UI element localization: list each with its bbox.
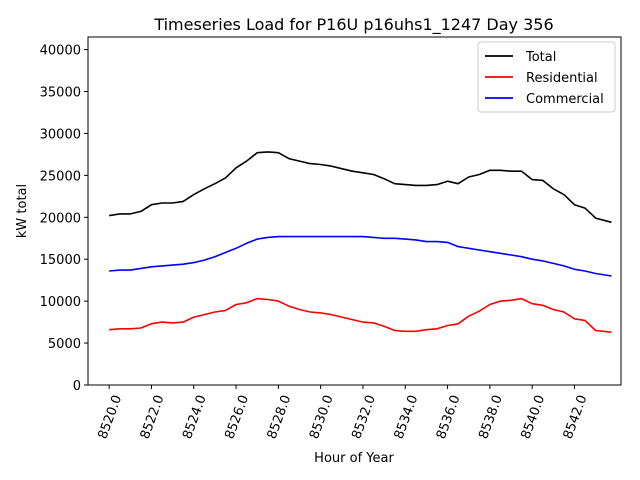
x-tick-label: 8534.0 bbox=[392, 393, 422, 441]
x-tick-label: 8528.0 bbox=[265, 393, 295, 441]
legend-label-commercial: Commercial bbox=[526, 92, 604, 107]
x-axis-ticks: 8520.0 8522.0 8524.0 8526.0 8528.0 8530.0 8532… bbox=[96, 385, 591, 441]
y-tick-label: 35000 bbox=[40, 86, 81, 101]
series-layer bbox=[109, 151, 612, 333]
x-tick-label: 8542.0 bbox=[561, 393, 591, 441]
y-axis-ticks: 0 5000 10000 15000 20000 25000 30000 35000 40000 bbox=[40, 44, 88, 394]
x-tick-label: 8524.0 bbox=[180, 393, 210, 441]
y-tick-label: 10000 bbox=[40, 295, 81, 310]
x-tick-label: 8522.0 bbox=[138, 393, 168, 441]
legend: Total Residential Commercial bbox=[477, 41, 616, 113]
series-line-residential bbox=[109, 297, 612, 333]
x-tick-label: 8538.0 bbox=[476, 393, 506, 441]
series-line-total bbox=[109, 151, 612, 224]
y-tick-label: 15000 bbox=[40, 253, 81, 268]
y-tick-label: 5000 bbox=[48, 337, 81, 352]
x-tick-label: 8530.0 bbox=[307, 393, 337, 441]
plot-frame bbox=[87, 36, 622, 386]
legend-box bbox=[477, 41, 616, 113]
x-tick-label: 8520.0 bbox=[96, 393, 126, 441]
x-tick-label: 8526.0 bbox=[222, 393, 252, 441]
x-tick-label: 8540.0 bbox=[519, 393, 549, 441]
y-tick-label: 40000 bbox=[40, 44, 81, 59]
x-axis-label: Hour of Year bbox=[314, 451, 394, 466]
y-tick-label: 25000 bbox=[40, 169, 81, 184]
y-tick-label: 30000 bbox=[40, 127, 81, 142]
y-tick-label: 0 bbox=[73, 379, 81, 394]
legend-label-total: Total bbox=[525, 50, 556, 65]
x-tick-label: 8532.0 bbox=[349, 393, 379, 441]
chart-title: Timeseries Load for P16U p16uhs1_1247 Da… bbox=[153, 15, 553, 35]
x-tick-label: 8536.0 bbox=[434, 393, 464, 441]
y-axis-label: kW total bbox=[15, 184, 30, 238]
legend-label-residential: Residential bbox=[526, 71, 598, 86]
series-line-commercial bbox=[109, 235, 612, 277]
y-tick-label: 20000 bbox=[40, 211, 81, 226]
